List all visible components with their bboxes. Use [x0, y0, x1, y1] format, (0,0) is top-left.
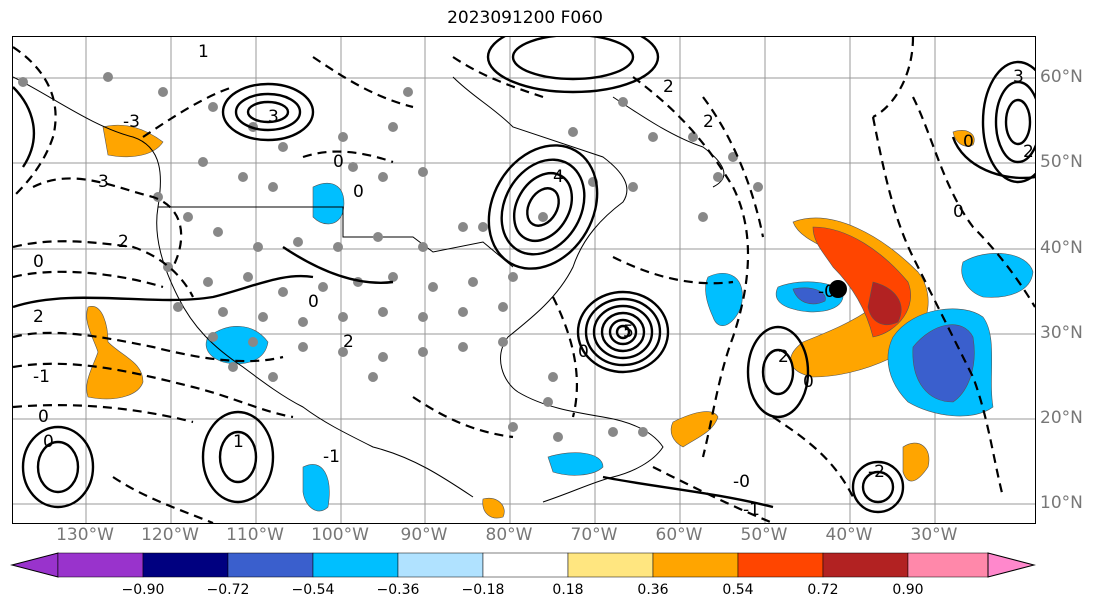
colorbar-bin: [907, 552, 989, 578]
cold-anomaly-central: [705, 272, 743, 326]
warm-anomaly-pacific-south: [482, 497, 505, 519]
svg-text:3: 3: [1013, 67, 1024, 87]
coastlines: [13, 76, 725, 503]
colorbar-tick: 0.54: [722, 582, 754, 598]
svg-text:2: 2: [33, 307, 44, 327]
colorbar-tick: −0.72: [206, 582, 250, 598]
lon-label: 90°W: [400, 525, 448, 545]
positive-contours: [13, 37, 1035, 514]
svg-text:-2: -2: [868, 462, 885, 482]
cold-anomaly-caribbean: [547, 452, 604, 476]
colorbar-bin: [227, 552, 314, 578]
colorbar-tick: 0.18: [552, 582, 584, 598]
svg-text:3: 3: [98, 172, 109, 192]
svg-text:1: 1: [198, 42, 209, 62]
lat-label: 60°N: [1040, 67, 1083, 87]
svg-text:4: 4: [553, 167, 564, 187]
colorbar-bin: [737, 552, 824, 578]
contour-label-group: 130 -332 02-1 00 1 002 452 20 2 000 23-0 -…: [33, 42, 1034, 520]
svg-text:0: 0: [43, 432, 54, 452]
svg-text:1: 1: [233, 432, 244, 452]
colorbar-bin: [567, 552, 654, 578]
svg-text:-0: -0: [818, 282, 835, 302]
cold-anomaly-mexico: [205, 326, 269, 365]
colorbar-low-extend: [10, 552, 59, 578]
svg-text:0: 0: [38, 407, 49, 427]
svg-text:-1: -1: [323, 447, 340, 467]
svg-text:0: 0: [33, 252, 44, 272]
svg-text:2: 2: [663, 77, 674, 97]
svg-text:0: 0: [333, 152, 344, 172]
colorbar-bin: [397, 552, 484, 578]
lon-label: 70°W: [570, 525, 618, 545]
colorbar-tick: −0.54: [291, 582, 335, 598]
lat-label: 10°N: [1040, 493, 1083, 513]
negative-contours: [13, 37, 1035, 523]
svg-text:-1: -1: [33, 367, 50, 387]
colorbar-bin: [312, 552, 399, 578]
svg-text:0: 0: [953, 202, 964, 222]
dark-warm-core: [867, 281, 902, 326]
colorbar-bin: [652, 552, 739, 578]
svg-text:0: 0: [308, 292, 319, 312]
colorbar-bin: [482, 552, 569, 578]
warm-anomaly-caribbean: [670, 411, 719, 448]
colorbar-tick: −0.36: [376, 582, 420, 598]
cold-anomaly-midwest: [312, 182, 345, 225]
lat-label: 20°N: [1040, 408, 1083, 428]
lon-label: 60°W: [655, 525, 703, 545]
svg-text:2: 2: [343, 332, 354, 352]
svg-text:0: 0: [353, 182, 364, 202]
colorbar-tick: −0.90: [121, 582, 165, 598]
lon-label: 40°W: [825, 525, 873, 545]
warm-anomaly-iceland: [952, 130, 975, 147]
colorbar-bin: [142, 552, 229, 578]
cold-anomaly-ne: [961, 252, 1034, 298]
warm-anomaly-pacific: [86, 306, 144, 400]
svg-text:2: 2: [118, 232, 129, 252]
cold-core-mid: [792, 287, 826, 305]
lat-label: 50°N: [1040, 152, 1083, 172]
lon-label: 50°W: [740, 525, 788, 545]
colorbar-tick: −0.18: [461, 582, 505, 598]
lon-label: 80°W: [485, 525, 533, 545]
lat-label: 40°N: [1040, 238, 1083, 258]
lon-label: 100°W: [311, 525, 369, 545]
cold-anomaly-pacific-south: [302, 464, 330, 512]
svg-text:0: 0: [803, 372, 814, 392]
strong-cold-core: [912, 324, 975, 403]
lon-label: 110°W: [226, 525, 284, 545]
svg-text:3: 3: [268, 107, 279, 127]
lon-label: 120°W: [141, 525, 199, 545]
svg-text:-3: -3: [123, 112, 140, 132]
colorbar-tick: 0.72: [807, 582, 839, 598]
colorbar-tick: 0.36: [637, 582, 669, 598]
map-canvas: 130 -332 02-1 00 1 002 452 20 2 000 23-0 -…: [13, 37, 1035, 523]
shaded-fields: [86, 124, 1034, 519]
colorbar-bin: [822, 552, 909, 578]
colorbar-bin: [57, 552, 144, 578]
svg-text:0: 0: [963, 132, 974, 152]
colorbar-tick: 0.90: [892, 582, 924, 598]
svg-text:0: 0: [578, 342, 589, 362]
storm-center-marker: [829, 280, 847, 298]
svg-text:2: 2: [703, 112, 714, 132]
chart-title: 2023091200 F060: [447, 8, 603, 28]
svg-text:-1: -1: [743, 500, 760, 520]
svg-text:2: 2: [778, 347, 789, 367]
lat-label: 30°N: [1040, 323, 1083, 343]
svg-text:2: 2: [1023, 142, 1034, 162]
lon-label: 130°W: [56, 525, 114, 545]
lon-label: 30°W: [910, 525, 958, 545]
warm-anomaly-far-east: [902, 442, 930, 482]
svg-text:-0: -0: [733, 472, 750, 492]
colorbar-high-extend: [987, 552, 1036, 578]
svg-text:5: 5: [623, 322, 634, 342]
colorbar: [10, 552, 1036, 578]
